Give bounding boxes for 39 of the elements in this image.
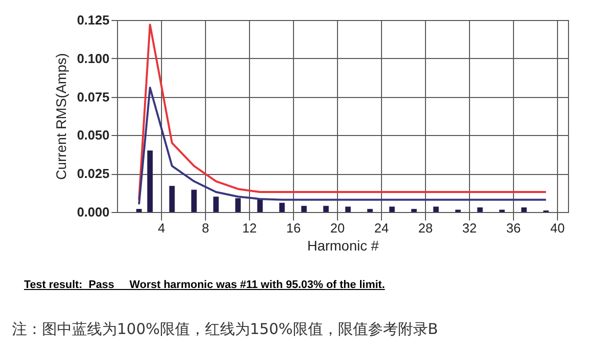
bar (169, 186, 175, 212)
y-axis-title: Current RMS(Amps) (52, 53, 69, 180)
bar (411, 208, 417, 212)
bar (433, 206, 439, 212)
x-tick-label: 36 (506, 220, 521, 236)
bar (147, 150, 153, 212)
bar (477, 207, 483, 212)
bar (257, 198, 263, 212)
y-tick-label: 0.000 (76, 204, 110, 220)
bar (213, 196, 219, 212)
x-tick-label: 32 (462, 220, 477, 236)
bar (521, 207, 527, 212)
x-tick-label: 40 (550, 220, 565, 236)
y-tick-label: 0.050 (76, 128, 110, 143)
x-tick-label: 20 (330, 220, 345, 236)
x-tick-label: 8 (202, 220, 210, 236)
x-tick-label: 12 (242, 220, 257, 236)
y-tick-label: 0.125 (76, 12, 110, 28)
y-tick-label: 0.025 (76, 166, 110, 182)
line-series (138, 86, 547, 206)
bar (323, 206, 329, 212)
x-tick-label: 24 (374, 220, 389, 236)
bar (279, 202, 285, 212)
x-tick-label: 28 (418, 220, 433, 236)
y-tick-label: 0.100 (76, 50, 110, 66)
bar (389, 206, 395, 212)
bar (345, 206, 351, 212)
y-tick-label: 0.075 (76, 89, 110, 104)
bar (136, 208, 142, 212)
text: Test result: Pass Worst harmonic was #11 with 95.03% of the limit. (24, 279, 385, 291)
x-tick-label: 16 (286, 220, 301, 236)
bar (367, 208, 373, 212)
x-axis-title: Harmonic # (307, 238, 379, 254)
text: 注：图中蓝线为100%限值，红线为150%限值，限值参考附录B (12, 320, 438, 339)
x-tick-label: 4 (158, 220, 166, 236)
bar (235, 198, 241, 212)
bar (301, 206, 307, 212)
line-series (138, 24, 547, 201)
bar (191, 190, 197, 212)
